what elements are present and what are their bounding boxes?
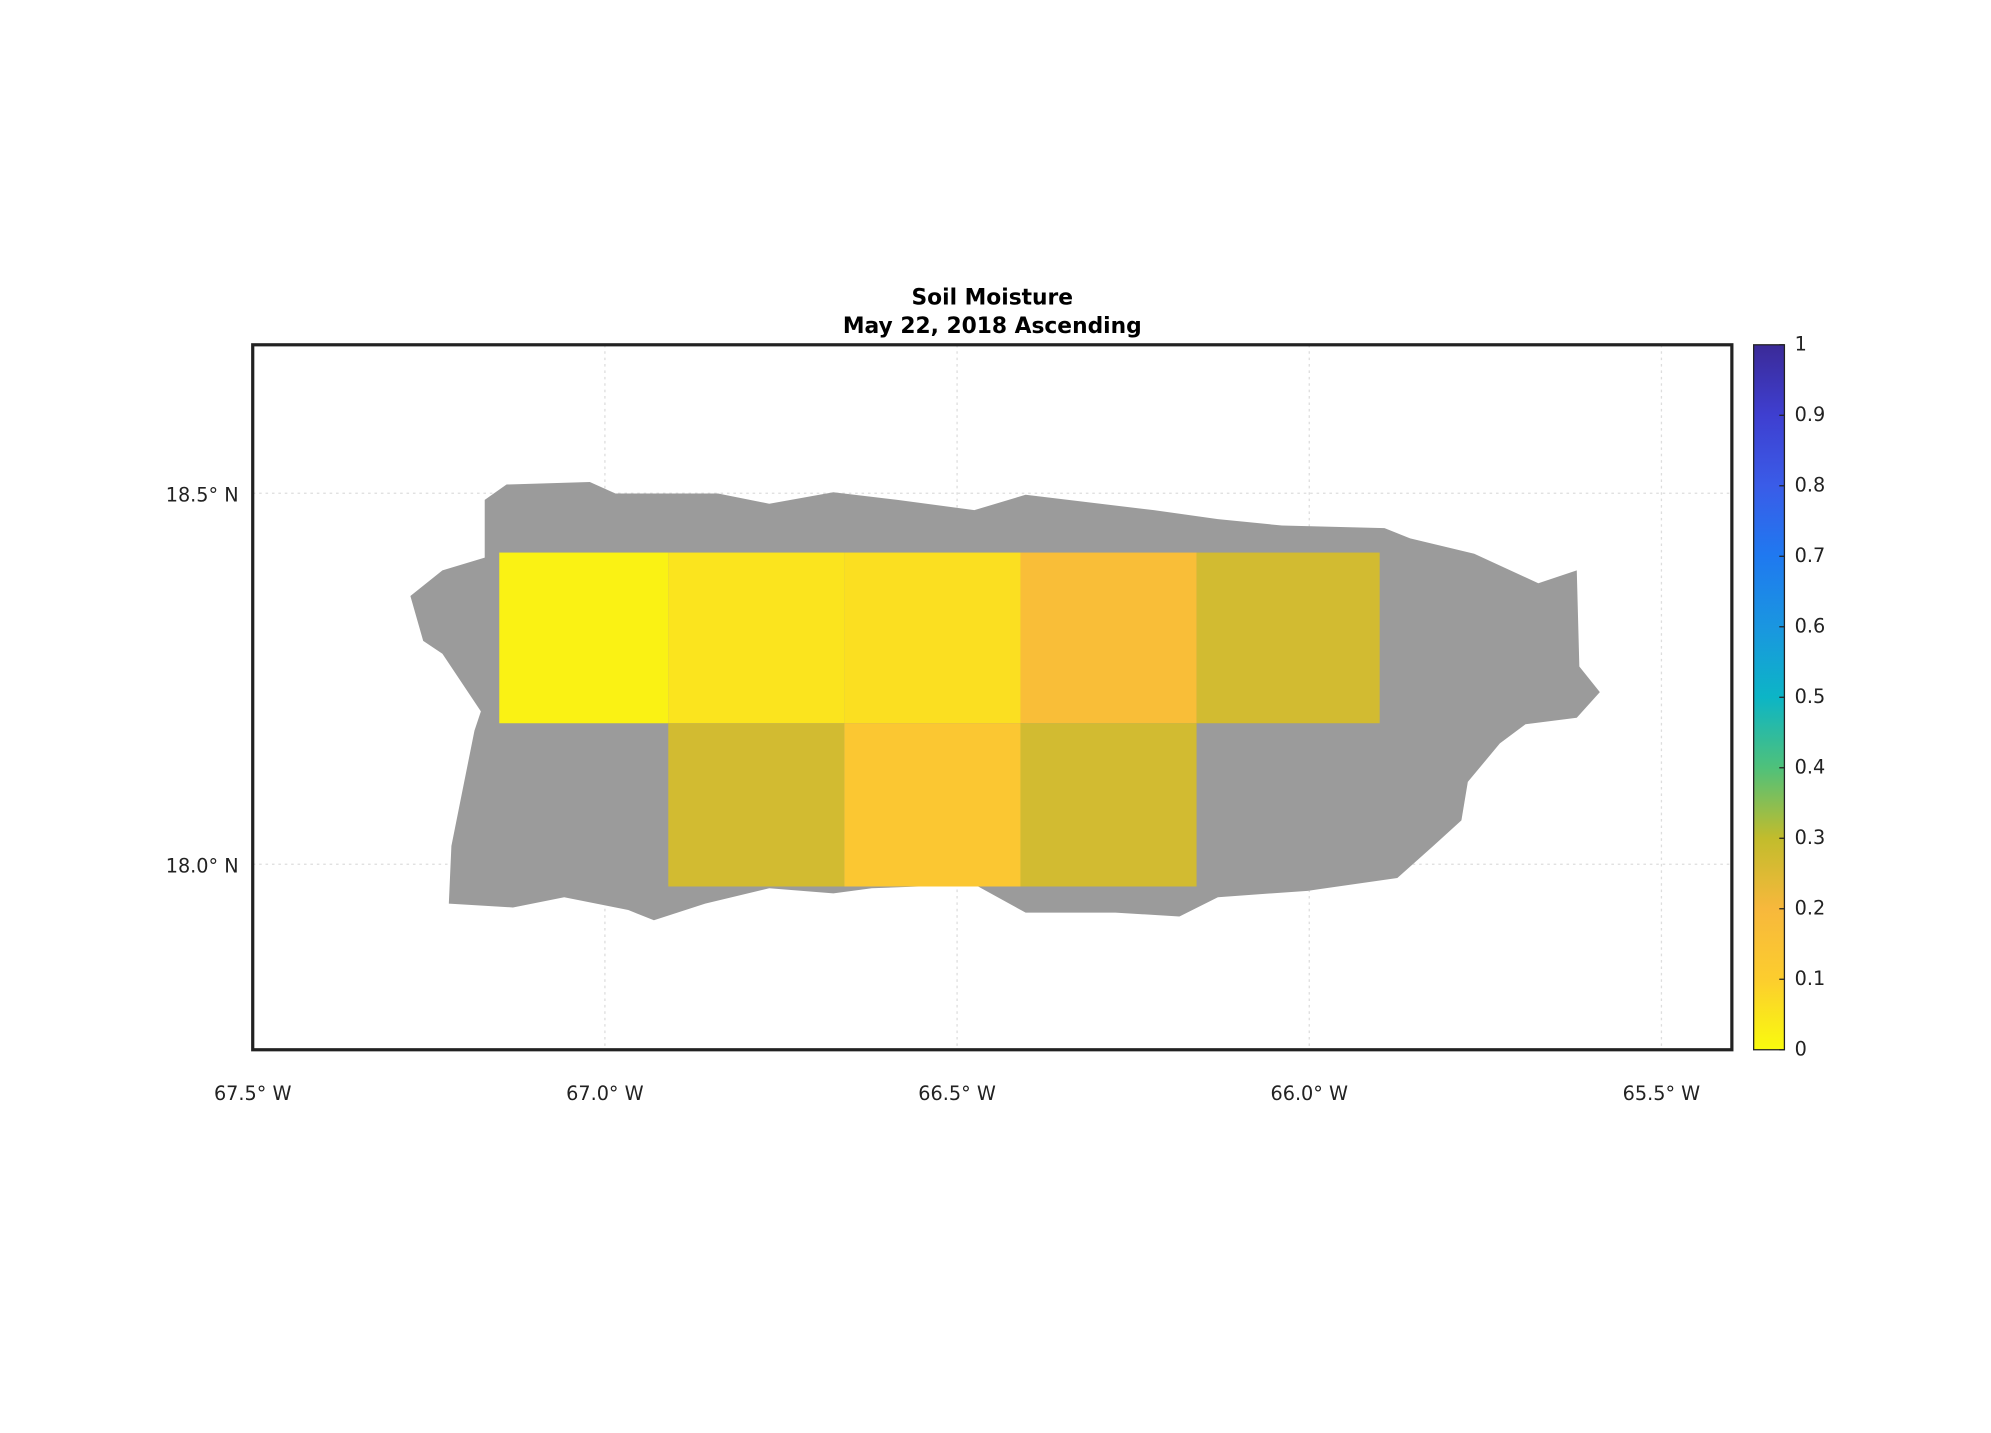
colorbar-tick-label: 0.3: [1795, 826, 1826, 849]
chart-title: Soil Moisture: [912, 286, 1074, 311]
colorbar-tick-label: 0.5: [1795, 685, 1826, 708]
colorbar-tick-label: 1: [1795, 332, 1807, 355]
colorbar-tick-label: 0.1: [1795, 967, 1826, 990]
colorbar-tick-label: 0.2: [1795, 896, 1826, 919]
plot-frame: [251, 343, 1734, 1052]
cell: [1020, 723, 1197, 887]
x-tick-label: 67.5° W: [214, 1082, 292, 1105]
x-tick-label: 66.0° W: [1270, 1082, 1348, 1105]
y-tick-label: 18.0° N: [166, 854, 239, 877]
x-tick-label: 67.0° W: [566, 1082, 644, 1105]
cell: [844, 723, 1021, 887]
cell: [668, 552, 845, 724]
cell: [1196, 552, 1380, 724]
colorbar-tick-label: 0.4: [1795, 755, 1826, 778]
chart-subtitle: May 22, 2018 Ascending: [843, 314, 1142, 339]
x-tick-label: 66.5° W: [918, 1082, 996, 1105]
cell: [668, 723, 845, 887]
colorbar-tick-label: 0.6: [1795, 614, 1826, 637]
cell: [499, 552, 669, 724]
x-tick-label: 65.5° W: [1623, 1082, 1701, 1105]
y-tick-label: 18.5° N: [166, 483, 239, 506]
cells: [499, 552, 1380, 887]
colorbar-tick-label: 0.8: [1795, 473, 1826, 496]
cell: [844, 552, 1021, 724]
colorbar-tick-label: 0: [1795, 1037, 1807, 1060]
colorbar-tick-label: 0.9: [1795, 403, 1826, 426]
colorbar: [1753, 344, 1786, 1051]
cell: [1020, 552, 1197, 724]
colorbar-tick-label: 0.7: [1795, 544, 1826, 567]
